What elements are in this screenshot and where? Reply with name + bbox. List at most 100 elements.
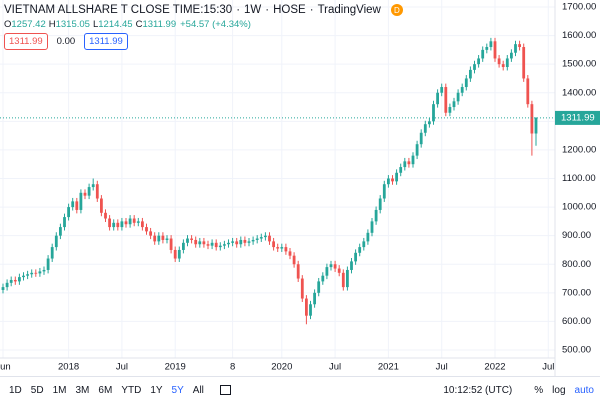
candle-body — [132, 218, 136, 223]
y-tick-label: 600.00 — [562, 316, 591, 327]
candle-body — [153, 235, 157, 242]
candle-body — [194, 239, 198, 245]
scale-option[interactable]: auto — [574, 384, 594, 396]
scale-option[interactable]: log — [552, 384, 566, 396]
y-tick-label: 1600.00 — [562, 30, 596, 41]
exchange: HOSE — [273, 4, 306, 16]
candle-body — [186, 238, 189, 243]
spread: 0.00 — [56, 36, 76, 47]
candle-body — [493, 41, 497, 59]
candle-body — [247, 241, 251, 243]
buy-price[interactable]: 1311.99 — [84, 33, 128, 50]
candle-body — [452, 101, 456, 108]
candle-body — [108, 218, 111, 228]
candle-body — [395, 172, 398, 182]
candle-body — [272, 241, 275, 248]
range-button[interactable]: 3M — [75, 384, 90, 396]
candle-body — [120, 221, 124, 228]
candle-body — [100, 198, 103, 213]
x-tick-label: 2019 — [165, 362, 186, 373]
interval: 1W — [244, 4, 262, 16]
chart: 500.00 600.00 700.00 800.00 900.00 1000.00 110… — [0, 0, 600, 376]
candle-body — [370, 221, 374, 233]
range-button[interactable]: 6M — [98, 384, 113, 396]
candle-body — [350, 261, 353, 270]
candle-body — [54, 235, 58, 248]
candle-body — [280, 247, 284, 249]
candle-body — [518, 44, 521, 48]
candle-body — [522, 47, 526, 79]
candle-body — [112, 222, 116, 228]
toolbar: 1D 5D 1M 3M 6M YTD 1Y 5Y All 10:12:52 (UTC)% log au… — [0, 376, 600, 403]
candle-body — [333, 264, 337, 269]
candle-body — [239, 239, 243, 245]
ohlc-row: O 1257.42 H 1315.05 L 1214.45 C 1311.99 +54.57 (… — [4, 19, 403, 30]
candle-body — [411, 155, 415, 165]
y-tick-label: 1700.00 — [562, 2, 596, 13]
last-price-label: 1311.99 — [561, 112, 595, 123]
candle-body — [444, 87, 448, 113]
candle-body — [309, 304, 312, 316]
y-tick-label: 1100.00 — [562, 173, 596, 184]
x-tick-label: Jul — [329, 362, 341, 373]
candle-body — [42, 269, 46, 272]
candle-body — [374, 209, 378, 222]
candle-body — [300, 278, 304, 299]
candle-body — [18, 277, 21, 282]
range-button[interactable]: 1D — [9, 384, 22, 396]
scale-option[interactable]: % — [534, 384, 544, 396]
candle-body — [1, 287, 5, 290]
x-tick-label: Jul — [436, 362, 448, 373]
candle-body — [13, 279, 17, 282]
candle-body — [497, 58, 501, 65]
range-button[interactable]: 1M — [52, 384, 67, 396]
candle-body — [95, 184, 99, 199]
candle-body — [202, 241, 206, 245]
range-button[interactable]: 5D — [30, 384, 44, 396]
ohlc-key: H — [48, 19, 56, 30]
candle-body — [325, 267, 329, 276]
ohlc-key: O — [4, 19, 12, 30]
symbol: VIETNAM ALLSHARE T CLOSE TIME:15:30 — [4, 4, 233, 16]
candle-body — [79, 192, 83, 210]
title-row: VIETNAM ALLSHARE T CLOSE TIME:15:30 · 1W ·… — [4, 4, 403, 16]
candle-body — [169, 238, 173, 250]
x-tick-label: Jul — [116, 362, 128, 373]
ohlc-key: C — [135, 19, 143, 30]
range-button[interactable]: YTD — [121, 384, 142, 396]
candle-body — [214, 242, 218, 248]
candle-body — [227, 242, 230, 245]
status-badge[interactable]: D — [390, 4, 403, 16]
candle-body — [149, 231, 152, 236]
candle-body — [165, 238, 169, 240]
candle-body — [362, 241, 366, 248]
candle-body — [321, 275, 325, 282]
candle-body — [71, 201, 75, 208]
candle-body — [428, 121, 431, 125]
candle-body — [75, 201, 79, 210]
candle-body — [407, 161, 411, 165]
range-button[interactable]: All — [192, 384, 204, 396]
candle-body — [510, 52, 513, 59]
candle-body — [534, 117, 538, 134]
compare-icon[interactable] — [219, 385, 231, 395]
sell-price[interactable]: 1311.99 — [4, 33, 48, 50]
candle-body — [423, 124, 427, 133]
candle-body — [255, 238, 259, 240]
candle-body — [440, 87, 444, 93]
range-button[interactable]: 5Y — [171, 384, 184, 396]
candle-body — [190, 238, 193, 240]
range-button[interactable]: 1Y — [150, 384, 163, 396]
ohlc-value: 1257.42 — [11, 19, 46, 30]
candle-body — [505, 58, 509, 68]
candle-body — [419, 132, 423, 145]
x-tick-label: Jul — [542, 362, 554, 373]
candle-body — [223, 244, 226, 246]
candle-body — [448, 107, 452, 113]
candle-body — [403, 161, 407, 168]
candle-body — [514, 44, 517, 53]
candle-body — [378, 198, 382, 210]
candle-body — [329, 264, 333, 268]
candle-body — [210, 242, 214, 246]
candle-body — [346, 269, 349, 288]
